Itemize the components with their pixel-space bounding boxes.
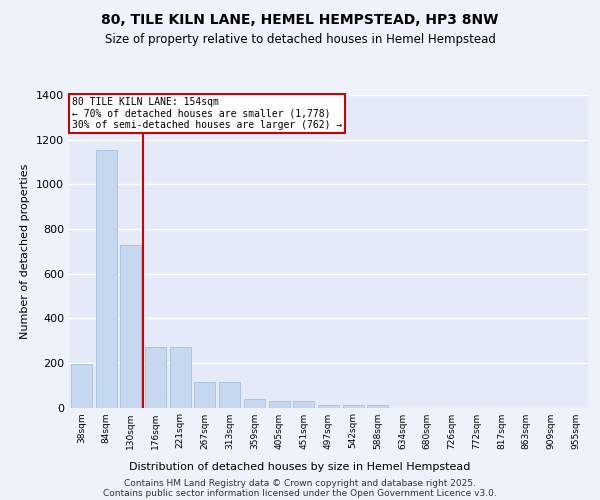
Bar bbox=[244, 398, 265, 407]
Bar bbox=[219, 382, 240, 407]
Bar bbox=[145, 347, 166, 408]
Text: 80, TILE KILN LANE, HEMEL HEMPSTEAD, HP3 8NW: 80, TILE KILN LANE, HEMEL HEMPSTEAD, HP3… bbox=[101, 12, 499, 26]
Bar bbox=[170, 347, 191, 408]
Bar bbox=[318, 406, 339, 407]
Bar bbox=[120, 244, 141, 408]
Bar bbox=[194, 382, 215, 407]
Bar bbox=[95, 150, 116, 408]
Text: Size of property relative to detached houses in Hemel Hempstead: Size of property relative to detached ho… bbox=[104, 32, 496, 46]
Bar bbox=[367, 406, 388, 407]
Text: Contains public sector information licensed under the Open Government Licence v3: Contains public sector information licen… bbox=[103, 489, 497, 498]
Bar bbox=[343, 406, 364, 407]
Text: Distribution of detached houses by size in Hemel Hempstead: Distribution of detached houses by size … bbox=[130, 462, 470, 472]
Text: Contains HM Land Registry data © Crown copyright and database right 2025.: Contains HM Land Registry data © Crown c… bbox=[124, 479, 476, 488]
Bar bbox=[269, 401, 290, 407]
Bar bbox=[293, 401, 314, 407]
Text: 80 TILE KILN LANE: 154sqm
← 70% of detached houses are smaller (1,778)
30% of se: 80 TILE KILN LANE: 154sqm ← 70% of detac… bbox=[71, 96, 342, 130]
Bar bbox=[71, 364, 92, 408]
Y-axis label: Number of detached properties: Number of detached properties bbox=[20, 164, 31, 339]
